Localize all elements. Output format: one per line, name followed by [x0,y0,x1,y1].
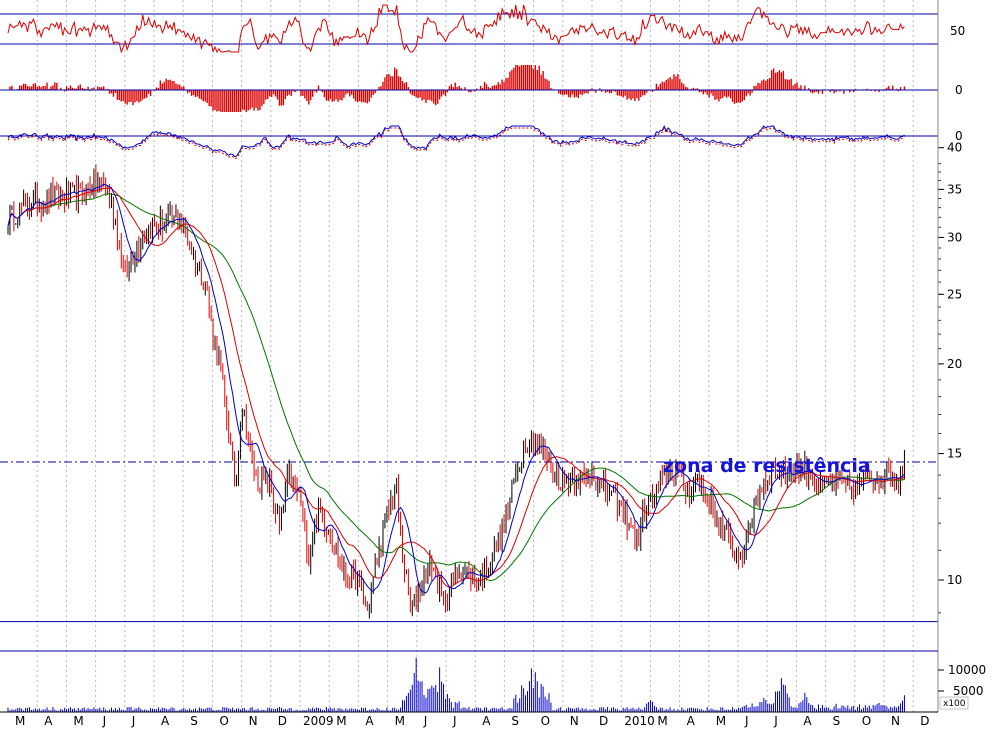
price-tick-label: 20 [947,357,962,371]
month-label: M [716,714,726,728]
month-label: A [365,714,374,728]
x-axis-month-labels: M A M J J A S O N D 2009 M A M J J A S O N D 2010 M A M J J A S O N D [15,714,929,728]
indicator-panel-2: 0 [0,65,963,112]
month-label: O [541,714,550,728]
month-label: M [73,714,83,728]
month-label: M [657,714,667,728]
price-axis: 40 35 30 25 20 15 10 [938,141,962,614]
month-label: M [395,714,405,728]
month-label: M [15,714,25,728]
indicator-panel-3: 0 [0,124,963,160]
volume-axis: 10000 5000 [938,663,986,698]
panel3-series-line-a [7,124,905,158]
month-label: A [687,714,696,728]
volume-unit-label: x100 [943,699,966,709]
month-label: A [161,714,170,728]
month-label: A [803,714,812,728]
month-gridlines [36,0,914,712]
month-label: S [833,714,841,728]
price-tick-label: 10 [947,573,962,587]
moving-average-short [7,183,905,594]
month-label: O [219,714,228,728]
indicator-panel-1: 50 [0,4,965,54]
panel2-tick-label: 0 [955,83,963,97]
month-label: D [920,714,929,728]
price-tick-label: 15 [947,447,962,461]
month-label: M [336,714,346,728]
month-label: S [511,714,519,728]
volume-tick-label: 10000 [948,663,986,677]
panel1-tick-label: 50 [950,24,965,38]
price-panel: 40 35 30 25 20 15 10 zona de resistência [0,141,962,623]
month-label: S [190,714,198,728]
month-label: J [423,714,428,728]
month-label: N [249,714,258,728]
month-label: D [599,714,608,728]
price-tick-label: 35 [947,182,962,196]
month-label: A [482,714,491,728]
price-tick-label: 25 [947,287,962,301]
price-tick-label: 30 [947,230,962,244]
month-label: J [773,714,778,728]
resistance-annotation: zona de resistência [663,455,871,477]
month-label: N [891,714,900,728]
month-label: 2010 [624,714,655,728]
volume-unit-box [939,696,969,710]
month-label: J [452,714,457,728]
price-candles [7,164,905,619]
panel1-series-line [7,4,905,54]
volume-tick-label: 5000 [953,684,984,698]
moving-average-long [7,193,905,582]
panel3-tick-label: 0 [955,129,963,143]
month-label: A [44,714,53,728]
month-label: N [570,714,579,728]
month-label: O [862,714,871,728]
month-label: J [102,714,107,728]
month-label: J [131,714,136,728]
month-label: 2009 [303,714,334,728]
month-label: D [278,714,287,728]
month-label: J [744,714,749,728]
panel3-series-line-b [7,126,905,160]
price-tick-label: 40 [947,141,962,155]
